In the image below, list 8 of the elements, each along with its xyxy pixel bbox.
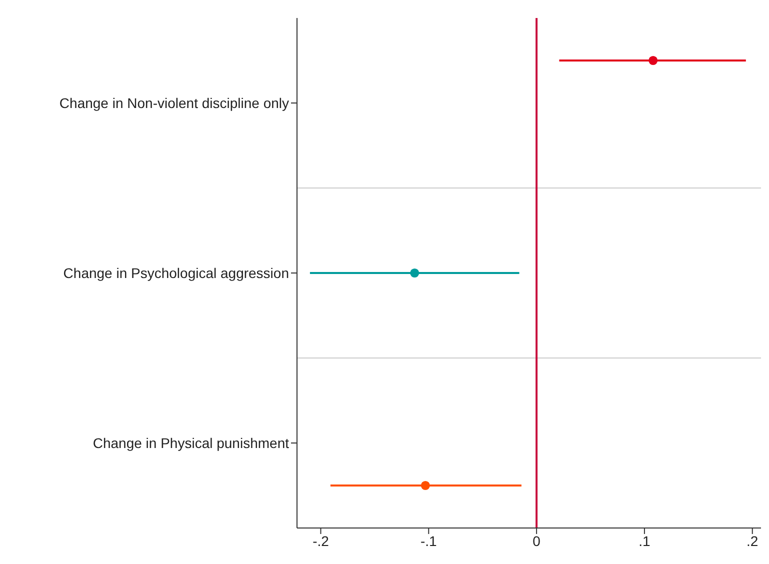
y-tick-label: Change in Psychological aggression [63, 264, 289, 281]
y-tick-label: Change in Non-violent discipline only [59, 94, 289, 111]
x-tick-label: .2 [746, 532, 758, 549]
x-tick-label: .1 [638, 532, 651, 549]
x-tick-label: -.2 [312, 532, 330, 549]
y-tick-label: Change in Physical punishment [92, 434, 290, 451]
x-tick-label: 0 [532, 532, 541, 549]
x-tick-label: -.1 [420, 532, 438, 549]
